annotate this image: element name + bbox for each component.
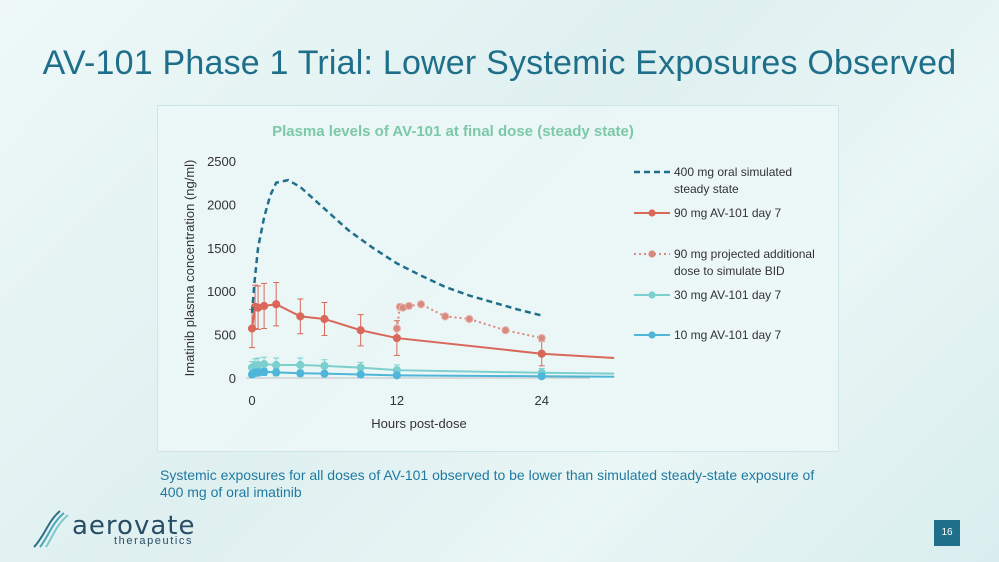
series-3 (247, 356, 615, 378)
data-point (392, 324, 401, 333)
series-0 (250, 178, 543, 317)
y-tick-label: 0 (229, 371, 236, 386)
x-axis-label: Hours post-dose (371, 416, 466, 431)
chart-legend: 400 mg oral simulated steady state 90 mg A… (634, 165, 815, 342)
legend-label-3: 30 mg AV-101 day 7 (674, 288, 782, 302)
legend-label-1: 90 mg AV-101 day 7 (674, 206, 782, 220)
x-tick-label: 0 (248, 393, 255, 408)
data-point (272, 368, 281, 377)
series-line (251, 363, 615, 375)
data-point (392, 333, 401, 343)
data-point (296, 369, 305, 378)
series-1 (247, 282, 615, 367)
series-2 (392, 300, 546, 343)
y-tick-label: 2000 (207, 197, 236, 212)
y-tick-label: 2500 (207, 154, 236, 169)
data-point (501, 326, 510, 335)
data-point (320, 369, 329, 378)
legend-label-4: 10 mg AV-101 day 7 (674, 328, 782, 342)
logo-wave-icon (33, 510, 69, 548)
y-tick-label: 1000 (207, 284, 236, 299)
data-point (465, 314, 474, 324)
legend-label-0: 400 mg oral simulated steady state (674, 165, 792, 196)
y-axis-label: Imatinib plasma concentration (ng/ml) (182, 160, 197, 377)
data-point (296, 312, 305, 321)
data-point (356, 370, 365, 379)
data-point (356, 363, 365, 372)
legend-marker-1 (648, 209, 656, 217)
legend-label-2: 90 mg projected additional dose to simula… (674, 247, 815, 278)
data-point (260, 301, 269, 311)
chart-series (247, 178, 615, 381)
data-point (356, 326, 365, 335)
legend-marker-3 (648, 291, 656, 299)
data-point (416, 300, 426, 309)
series-line (395, 303, 542, 340)
data-point (247, 324, 257, 333)
chart-card: Plasma levels of AV-101 at final dose (s… (157, 105, 839, 452)
series-4 (247, 367, 615, 381)
legend-marker-2 (648, 250, 656, 258)
series-line (250, 178, 543, 317)
data-point (392, 371, 401, 380)
data-point (537, 372, 546, 381)
page-number: 16 (934, 520, 960, 546)
y-tick-label: 1500 (207, 241, 236, 256)
data-point (320, 314, 329, 324)
data-point (404, 301, 414, 311)
data-point (320, 361, 329, 370)
slide-title: AV-101 Phase 1 Trial: Lower Systemic Exp… (42, 44, 957, 82)
data-point (272, 300, 281, 309)
x-tick-label: 24 (534, 393, 548, 408)
data-point (441, 312, 450, 321)
data-point (537, 333, 546, 343)
chart-axes: 0 500 1000 1500 2000 2500 0 12 24 (207, 154, 590, 408)
y-tick-label: 500 (214, 328, 236, 343)
data-point (260, 360, 269, 369)
legend-marker-4 (648, 331, 656, 339)
aerovate-logo: aerovate therapeutics (30, 505, 220, 555)
plasma-chart: Plasma levels of AV-101 at final dose (s… (182, 123, 815, 431)
logo-wordmark: aerovate (72, 511, 196, 541)
data-point (537, 349, 546, 358)
logo-subtitle: therapeutics (114, 535, 194, 547)
data-point (296, 360, 305, 370)
series-line (251, 303, 615, 360)
data-point (260, 367, 269, 377)
data-point (272, 360, 281, 370)
slide-caption: Systemic exposures for all doses of AV-1… (160, 467, 815, 500)
chart-title: Plasma levels of AV-101 at final dose (s… (272, 123, 634, 140)
x-tick-label: 12 (390, 393, 404, 408)
